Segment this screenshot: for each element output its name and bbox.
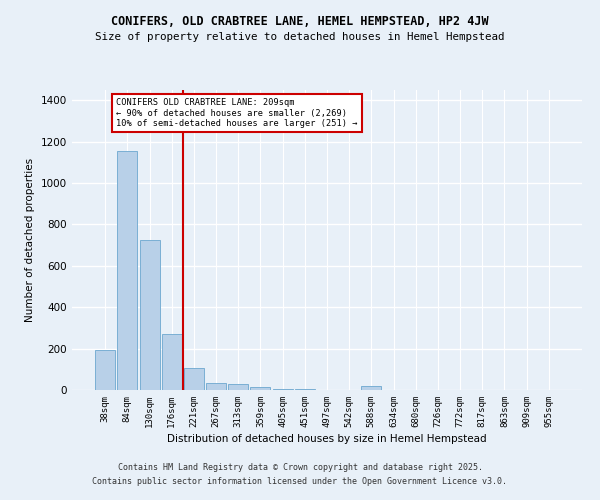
Bar <box>206 383 226 390</box>
Bar <box>272 389 293 390</box>
Y-axis label: Number of detached properties: Number of detached properties <box>25 158 35 322</box>
Bar <box>228 384 248 390</box>
Bar <box>118 151 137 390</box>
Text: Contains HM Land Registry data © Crown copyright and database right 2025.: Contains HM Land Registry data © Crown c… <box>118 464 482 472</box>
Bar <box>250 387 271 390</box>
Text: Contains public sector information licensed under the Open Government Licence v3: Contains public sector information licen… <box>92 477 508 486</box>
X-axis label: Distribution of detached houses by size in Hemel Hempstead: Distribution of detached houses by size … <box>167 434 487 444</box>
Text: Size of property relative to detached houses in Hemel Hempstead: Size of property relative to detached ho… <box>95 32 505 42</box>
Text: CONIFERS, OLD CRABTREE LANE, HEMEL HEMPSTEAD, HP2 4JW: CONIFERS, OLD CRABTREE LANE, HEMEL HEMPS… <box>111 15 489 28</box>
Text: CONIFERS OLD CRABTREE LANE: 209sqm
← 90% of detached houses are smaller (2,269)
: CONIFERS OLD CRABTREE LANE: 209sqm ← 90%… <box>116 98 358 128</box>
Bar <box>184 368 204 390</box>
Bar <box>140 240 160 390</box>
Bar <box>162 334 182 390</box>
Bar <box>361 386 382 390</box>
Bar <box>95 350 115 390</box>
